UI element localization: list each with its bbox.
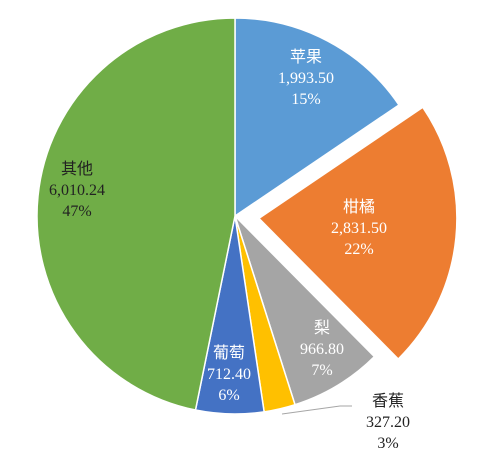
- pie-slice-1: [234, 17, 400, 218]
- slice-name: 柑橘: [343, 198, 375, 216]
- slice-name: 梨: [314, 319, 330, 337]
- slice-percent: 6%: [218, 387, 239, 404]
- slice-value: 712.40: [207, 366, 251, 383]
- slice-value: 6,010.24: [49, 182, 105, 199]
- slice-name: 香蕉: [372, 392, 404, 410]
- pie-slice-2: [257, 106, 458, 361]
- slice-label-3: 梨 966.80 7%: [300, 319, 344, 379]
- slice-label-5: 葡萄 712.40 6%: [207, 344, 251, 404]
- slice-label-2: 柑橘 2,831.50 22%: [331, 198, 387, 258]
- slice-name: 苹果: [290, 48, 322, 66]
- slice-name: 其他: [61, 160, 93, 178]
- slice-value: 1,993.50: [278, 70, 334, 87]
- slice-name: 葡萄: [213, 344, 245, 362]
- slice-percent: 7%: [311, 362, 332, 379]
- slice-percent: 47%: [62, 203, 91, 220]
- slice-label-4: 香蕉 327.20 3%: [366, 392, 410, 452]
- slice-value: 327.20: [366, 414, 410, 431]
- slice-percent: 3%: [377, 435, 398, 452]
- leader-line-banana: [281, 405, 352, 415]
- slice-label-1: 苹果 1,993.50 15%: [278, 48, 334, 108]
- slice-value: 966.80: [300, 341, 344, 358]
- slice-label-6: 其他 6,010.24 47%: [49, 160, 105, 220]
- pie-slice-6: [36, 17, 236, 411]
- slice-percent: 15%: [291, 91, 320, 108]
- pie-slices: [36, 17, 458, 415]
- pie-labels: 苹果 1,993.50 15% 柑橘 2,831.50 22% 梨 966.80 7% 香蕉 327…: [49, 48, 410, 452]
- slice-percent: 22%: [344, 241, 373, 258]
- slice-value: 2,831.50: [331, 220, 387, 237]
